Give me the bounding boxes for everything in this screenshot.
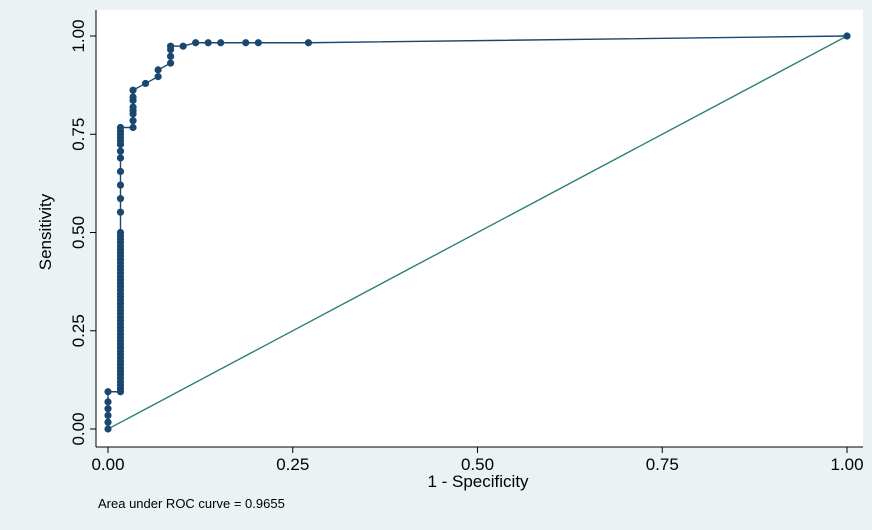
auc-note: Area under ROC curve = 0.9655	[98, 496, 285, 511]
x-tick-label: 0.50	[461, 455, 494, 474]
roc-point	[141, 79, 150, 88]
y-tick-label: 1.00	[69, 19, 88, 52]
reference-line-layer	[107, 35, 848, 430]
roc-point	[104, 405, 112, 413]
roc-point	[116, 195, 125, 203]
roc-point	[116, 228, 125, 237]
x-axis-title: 1 - Specificity	[427, 472, 529, 491]
roc-curve-layer	[104, 32, 851, 433]
roc-point	[129, 123, 137, 132]
roc-point	[154, 73, 162, 81]
roc-point	[129, 86, 137, 94]
roc-point	[204, 39, 212, 47]
roc-point	[166, 52, 175, 60]
roc-point	[179, 42, 187, 50]
roc-point	[154, 66, 162, 74]
roc-point	[104, 388, 112, 396]
y-axis-title: Sensitivity	[36, 193, 55, 270]
axes: 0.00 0.25 0.50 0.75 1.00 0.00 0.25 0.50 0.75 1.00	[69, 10, 864, 474]
roc-point	[116, 181, 125, 189]
x-tick-label: 0.25	[276, 455, 309, 474]
reference-line	[107, 35, 848, 430]
roc-point	[129, 103, 137, 111]
roc-point	[104, 418, 112, 426]
roc-point	[116, 147, 125, 155]
roc-point	[217, 39, 225, 47]
roc-point	[166, 42, 175, 50]
y-tick-label: 0.75	[69, 118, 88, 151]
roc-point	[129, 117, 137, 125]
x-tick-label: 0.00	[91, 455, 124, 474]
roc-point	[116, 154, 125, 162]
plot-area	[96, 10, 863, 447]
roc-point	[116, 123, 125, 132]
roc-point	[116, 167, 125, 176]
roc-point	[843, 32, 851, 40]
y-tick-label: 0.25	[69, 314, 88, 347]
roc-point	[104, 398, 112, 406]
roc-point	[104, 411, 112, 420]
roc-point	[166, 59, 175, 67]
y-tick-label: 0.50	[69, 216, 88, 249]
x-tick-label: 0.75	[646, 455, 679, 474]
roc-point	[304, 39, 313, 47]
roc-point	[242, 39, 250, 47]
roc-point	[129, 93, 137, 101]
x-tick-label: 1.00	[830, 455, 863, 474]
roc-point	[116, 208, 125, 216]
roc-point	[192, 39, 200, 47]
roc-point	[104, 425, 112, 433]
roc-point	[254, 39, 262, 47]
y-tick-label: 0.00	[69, 412, 88, 445]
